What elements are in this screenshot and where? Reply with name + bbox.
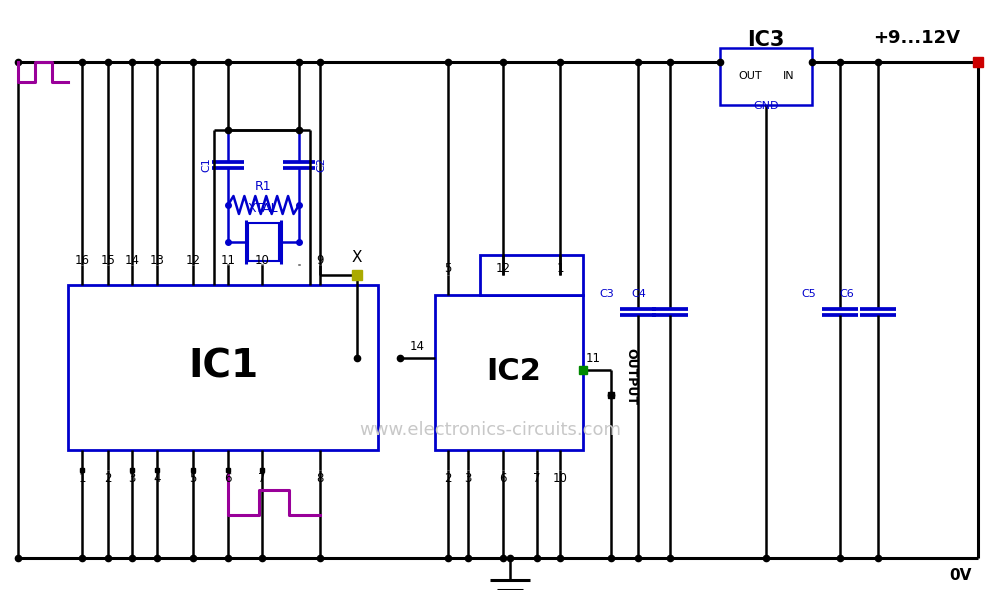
FancyBboxPatch shape (248, 223, 279, 261)
Text: C4: C4 (631, 289, 646, 299)
Text: 11: 11 (220, 254, 236, 267)
Text: 7: 7 (258, 471, 266, 484)
Text: 5: 5 (444, 263, 452, 276)
Text: X: X (352, 250, 362, 264)
Text: 5: 5 (189, 471, 197, 484)
Text: +9...12V: +9...12V (873, 29, 960, 47)
Text: 13: 13 (150, 254, 164, 267)
Text: XTAL: XTAL (248, 202, 278, 215)
Text: C5: C5 (801, 289, 816, 299)
Text: 3: 3 (464, 471, 472, 484)
Text: 0V: 0V (950, 568, 972, 583)
Text: IN: IN (782, 71, 794, 81)
Text: 9: 9 (316, 254, 324, 267)
Text: IC1: IC1 (188, 348, 258, 386)
Text: 2: 2 (104, 471, 112, 484)
FancyBboxPatch shape (435, 295, 583, 450)
FancyBboxPatch shape (68, 285, 378, 450)
Text: 14: 14 (410, 339, 424, 352)
Text: 11: 11 (586, 352, 600, 365)
Text: 7: 7 (533, 471, 541, 484)
Text: IC2: IC2 (487, 358, 541, 386)
Text: C6: C6 (839, 289, 854, 299)
Text: 16: 16 (74, 254, 90, 267)
Text: 10: 10 (255, 254, 269, 267)
Text: 1: 1 (78, 471, 86, 484)
Text: C3: C3 (599, 289, 614, 299)
Text: 4: 4 (153, 471, 161, 484)
Text: 10: 10 (553, 471, 567, 484)
Text: OUTPUT: OUTPUT (624, 349, 638, 405)
Text: 3: 3 (128, 471, 136, 484)
Text: 12: 12 (496, 263, 511, 276)
Text: OUT: OUT (738, 71, 762, 81)
Text: 6: 6 (499, 471, 507, 484)
Text: www.electronics-circuits.com: www.electronics-circuits.com (359, 421, 621, 439)
Text: 14: 14 (124, 254, 140, 267)
Text: 1: 1 (556, 263, 564, 276)
Text: C2: C2 (316, 158, 326, 172)
FancyBboxPatch shape (480, 255, 583, 295)
Text: 8: 8 (316, 471, 324, 484)
Text: R1: R1 (255, 181, 271, 194)
Text: 2: 2 (444, 471, 452, 484)
Text: IC3: IC3 (747, 30, 785, 50)
FancyBboxPatch shape (720, 48, 812, 105)
Text: 12: 12 (186, 254, 200, 267)
Text: 6: 6 (224, 471, 232, 484)
Text: GND: GND (753, 101, 779, 111)
Text: C1: C1 (201, 158, 211, 172)
Text: 15: 15 (101, 254, 115, 267)
